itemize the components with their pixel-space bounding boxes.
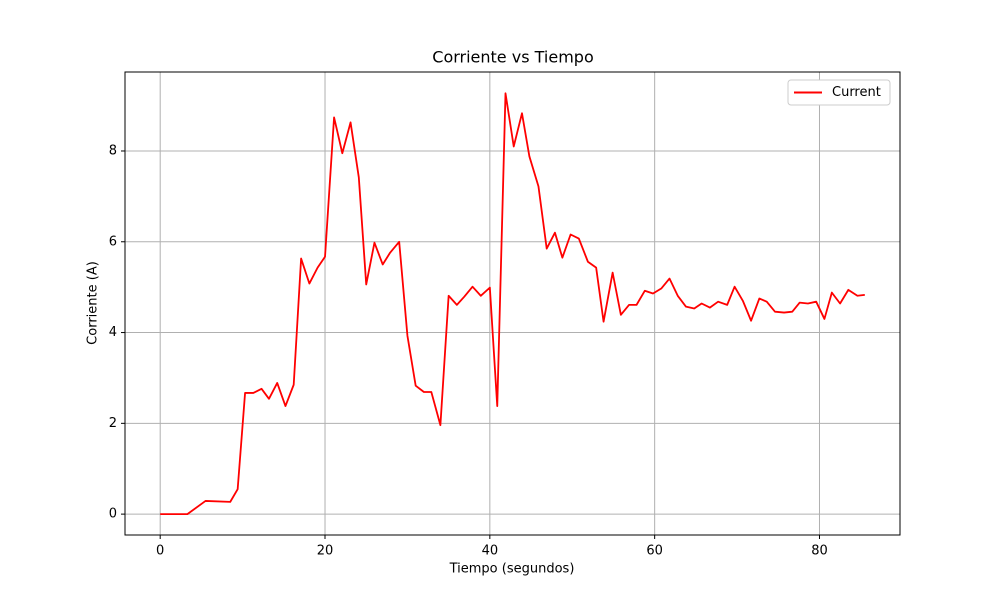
chart-title: Corriente vs Tiempo (432, 48, 593, 67)
legend-label: Current (832, 85, 881, 100)
legend-box (787, 79, 891, 106)
y-tick-label: 4 (109, 325, 117, 340)
y-tick-label: 8 (109, 143, 117, 158)
y-tick-label: 0 (109, 507, 117, 522)
x-tick-label: 80 (811, 544, 828, 559)
x-tick-label: 40 (482, 544, 499, 559)
x-tick-label: 60 (646, 544, 663, 559)
x-tick-label: 20 (317, 544, 334, 559)
y-axis-label: Corriente (A) (86, 261, 101, 345)
x-axis-label: Tiempo (segundos) (449, 562, 575, 577)
y-tick-label: 6 (109, 234, 117, 249)
series-line (160, 92, 865, 516)
y-tick-label: 2 (109, 416, 117, 431)
x-tick-label: 0 (156, 544, 164, 559)
plot-frame (124, 71, 901, 536)
